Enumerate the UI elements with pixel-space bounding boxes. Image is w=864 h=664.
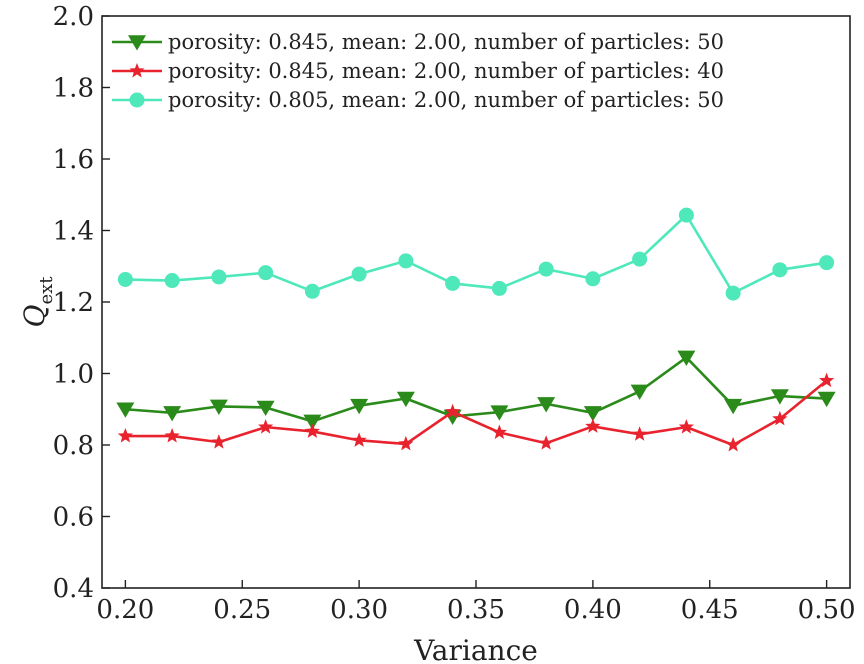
data-point-circle [725, 285, 741, 301]
y-tick-label: 0.4 [53, 574, 94, 604]
x-tick-label: 0.30 [330, 595, 388, 625]
y-tick-label: 0.8 [53, 431, 94, 461]
data-point-star [819, 372, 835, 388]
y-axis-label-sub: ext [36, 276, 57, 305]
series-3 [117, 207, 835, 301]
legend-entry: porosity: 0.805, mean: 2.00, number of p… [112, 88, 724, 112]
data-point-circle [211, 269, 227, 285]
legend-label: porosity: 0.805, mean: 2.00, number of p… [168, 88, 724, 112]
data-point-circle [398, 253, 414, 269]
data-point-star [725, 437, 741, 452]
data-point-star [632, 426, 648, 441]
y-axis: 0.4 0.6 0.8 1.0 1.2 1.4 1.6 1.8 2.0 [53, 2, 110, 604]
x-tick-label: 0.35 [447, 595, 505, 625]
data-point-circle [632, 251, 648, 267]
data-point-triangle [163, 406, 182, 422]
data-point-star [351, 432, 367, 447]
x-tick-label: 0.45 [681, 595, 739, 625]
y-tick-label: 1.8 [53, 74, 94, 104]
data-point-triangle [396, 391, 415, 408]
series-line [125, 356, 827, 423]
data-point-star [398, 435, 414, 451]
y-tick-label: 1.4 [53, 217, 94, 247]
data-point-triangle [583, 406, 602, 422]
data-point-circle [258, 265, 274, 281]
plot-area [101, 15, 851, 589]
data-point-circle [164, 273, 180, 289]
legend-label: porosity: 0.845, mean: 2.00, number of p… [168, 59, 724, 83]
data-point-circle [585, 271, 601, 287]
data-point-circle [129, 92, 145, 108]
data-point-triangle [724, 398, 743, 415]
data-point-circle [772, 262, 788, 278]
legend-label: porosity: 0.845, mean: 2.00, number of p… [168, 30, 724, 54]
x-axis-label: Variance [413, 634, 538, 664]
series-line [125, 379, 828, 447]
data-point-triangle [770, 389, 789, 405]
y-tick-label: 1.6 [53, 145, 94, 175]
series-2 [117, 372, 835, 452]
data-point-triangle [817, 391, 836, 408]
data-point-circle [445, 275, 461, 291]
legend: porosity: 0.845, mean: 2.00, number of p… [112, 30, 724, 112]
y-axis-label: Qext [18, 276, 57, 328]
data-point-circle [538, 261, 554, 277]
y-tick-label: 0.6 [53, 503, 94, 533]
x-tick-label: 0.40 [564, 595, 622, 625]
data-point-triangle [677, 350, 696, 366]
data-point-star [129, 63, 145, 78]
data-point-star [678, 419, 694, 434]
data-point-star [491, 424, 507, 439]
data-point-star [258, 419, 274, 434]
y-tick-label: 1.2 [53, 288, 94, 318]
data-point-triangle [256, 400, 275, 417]
x-axis: 0.20 0.25 0.30 0.35 0.40 0.45 0.50 [96, 580, 856, 625]
y-tick-label: 1.0 [53, 360, 94, 390]
y-tick-label: 2.0 [53, 2, 94, 32]
data-point-circle [351, 266, 367, 282]
data-point-circle [117, 271, 133, 287]
data-point-circle [491, 280, 507, 296]
data-point-circle [819, 255, 835, 271]
series-layer [116, 207, 836, 452]
data-point-star [164, 428, 180, 443]
x-tick-label: 0.50 [798, 595, 856, 625]
data-point-circle [304, 283, 320, 299]
x-tick-label: 0.25 [213, 595, 271, 625]
legend-entry: porosity: 0.845, mean: 2.00, number of p… [112, 59, 724, 83]
data-point-star [304, 423, 320, 438]
series-line [125, 213, 827, 295]
data-point-triangle [209, 399, 228, 415]
x-tick-label: 0.20 [96, 595, 154, 625]
data-point-circle [678, 207, 694, 223]
y-axis-label-main: Q [18, 305, 51, 328]
data-point-triangle [490, 405, 509, 421]
data-point-triangle [303, 414, 322, 430]
data-point-star [117, 428, 133, 443]
data-point-star [211, 434, 227, 449]
data-point-triangle [537, 397, 556, 413]
data-point-triangle [350, 398, 369, 415]
legend-entry: porosity: 0.845, mean: 2.00, number of p… [112, 30, 724, 54]
data-point-triangle [116, 402, 135, 418]
data-point-triangle [630, 384, 649, 400]
data-point-triangle [128, 35, 146, 51]
data-point-star [538, 435, 554, 450]
data-point-star [445, 403, 461, 419]
data-point-star [585, 418, 601, 433]
data-point-star [772, 410, 788, 426]
